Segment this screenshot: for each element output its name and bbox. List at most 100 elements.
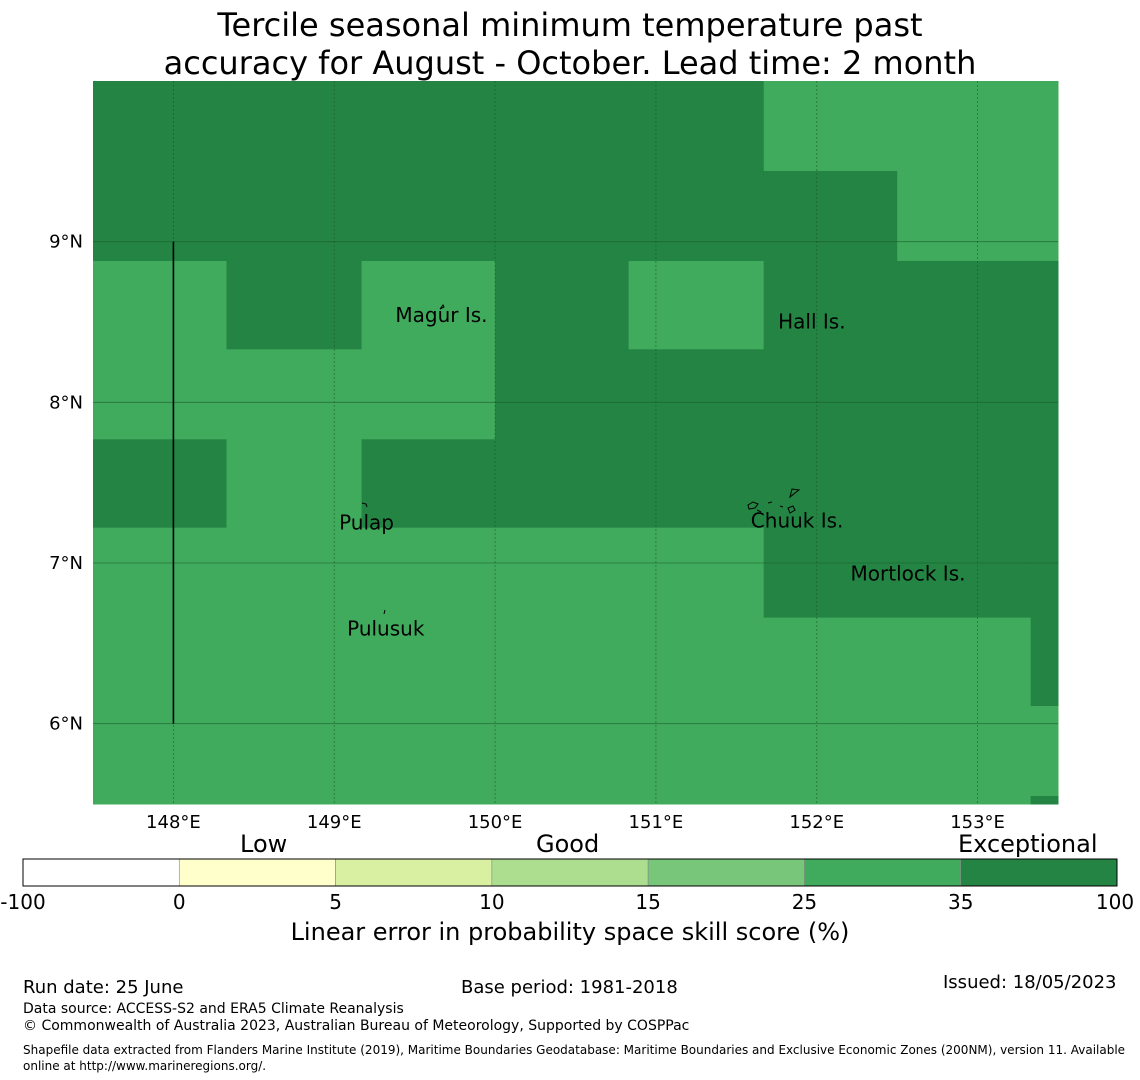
island-outline [383,609,386,615]
colorbar-tick-label: 100 [1095,890,1135,914]
grid-cell [93,81,227,172]
skill-grid [93,81,1059,805]
grid-cell [226,260,363,350]
grid-cell [628,439,765,529]
grid-cell [93,170,227,262]
grid-cell [628,260,765,350]
grid-cell [226,81,363,172]
lon-tick-label: 151°E [629,812,684,830]
grid-cell [628,795,765,805]
colorbar-bin [22,858,180,887]
island-outlines [361,304,801,615]
lat-tick-label: 9°N [49,232,83,253]
grid-cell [361,527,496,619]
grid-cell [1030,439,1059,529]
grid-cell [361,170,496,262]
grid-cell [1030,795,1059,805]
grid-cell [628,349,765,440]
grid-cell [628,705,765,797]
grid-cell [93,527,227,619]
place-label: Pulusuk [347,616,425,640]
grid-cell [226,705,363,797]
title-line-1: Tercile seasonal minimum temperature pas… [217,6,923,44]
grid-cell [93,260,227,350]
grid-cell [361,349,496,440]
colorbar-category-low: Low [240,830,288,858]
colorbar-bin [491,858,649,887]
grid-cell [763,795,898,805]
grid-cell [628,617,765,707]
colorbar-tick-label: 0 [172,890,186,914]
grid-cell [897,795,1032,805]
place-label: Pulap [339,510,394,534]
run-date: Run date: 25 June [23,977,184,998]
place-labels: Magur Is. Hall Is. Pulap Chuuk Is. Mortlock … [339,303,965,640]
grid-cell [495,527,630,619]
grid-cell [897,170,1032,262]
grid-cell [361,260,496,350]
grid-cell [763,349,898,440]
grid-cell [93,349,227,440]
chart-title: Tercile seasonal minimum temperature pas… [0,6,1140,82]
grid-cell [897,81,1032,172]
grid-cell [763,527,898,619]
grid-cell [1030,170,1059,262]
colorbar-bin [804,858,962,887]
grid-cell [495,81,630,172]
colorbar-bin [647,858,805,887]
grid-cell [897,527,1032,619]
colorbar-bin [178,858,336,887]
lon-tick-label: 148°E [146,812,201,830]
colorbar-tick-label: 10 [479,890,505,914]
grid-cell [226,439,363,529]
island-outline [787,505,796,514]
colorbar-tick-label: -100 [0,890,46,914]
grid-cell [495,705,630,797]
colorbar-tick-label: 15 [635,890,661,914]
island-outline [756,509,762,513]
lat-tick-label: 8°N [49,392,83,413]
lon-tick-label: 153°E [950,812,1005,830]
grid-cell [897,349,1032,440]
data-source: Data source: ACCESS-S2 and ERA5 Climate … [23,1001,404,1017]
grid-cell [226,349,363,440]
island-outline [789,488,801,499]
grid-cell [361,705,496,797]
grid-cell [763,439,898,529]
grid-cell [361,795,496,805]
shapefile-credit: Shapefile data extracted from Flanders M… [23,1043,1126,1073]
grid-cell [763,81,898,172]
grid-cell [226,170,363,262]
lon-tick-label: 152°E [789,812,844,830]
place-label: Hall Is. [778,309,845,333]
colorbar-bin [960,858,1118,887]
grid-cell [763,260,898,350]
colorbar-category-exceptional: Exceptional [958,830,1098,858]
colorbar-label: Linear error in probability space skill … [290,918,850,946]
island-outline [747,501,759,510]
colorbar-frame [22,858,1118,887]
grid-cell [226,617,363,707]
place-label: Chuuk Is. [751,509,844,533]
copyright: © Commonwealth of Australia 2023, Austra… [23,1018,690,1034]
island-outline [361,502,368,508]
grid-cell [361,81,496,172]
grid-cell [1030,260,1059,350]
title-line-2: accuracy for August - October. Lead time… [163,44,977,82]
grid-cell [226,795,363,805]
grid-cell [1030,705,1059,797]
grid-cell [495,795,630,805]
island-outline [767,501,773,504]
place-label: Mortlock Is. [851,562,966,586]
grid-cell [1030,349,1059,440]
colorbar-category-good: Good [536,830,600,858]
colorbar-tick-label: 5 [329,890,342,914]
place-label: Magur Is. [395,303,487,327]
grid-cell [495,349,630,440]
colorbar-tick-label: 35 [947,890,974,914]
grid-cell [495,260,630,350]
grid-cell [361,617,496,707]
lat-tick-label: 6°N [49,714,83,735]
grid-cell [93,617,227,707]
graticule [93,81,1058,804]
